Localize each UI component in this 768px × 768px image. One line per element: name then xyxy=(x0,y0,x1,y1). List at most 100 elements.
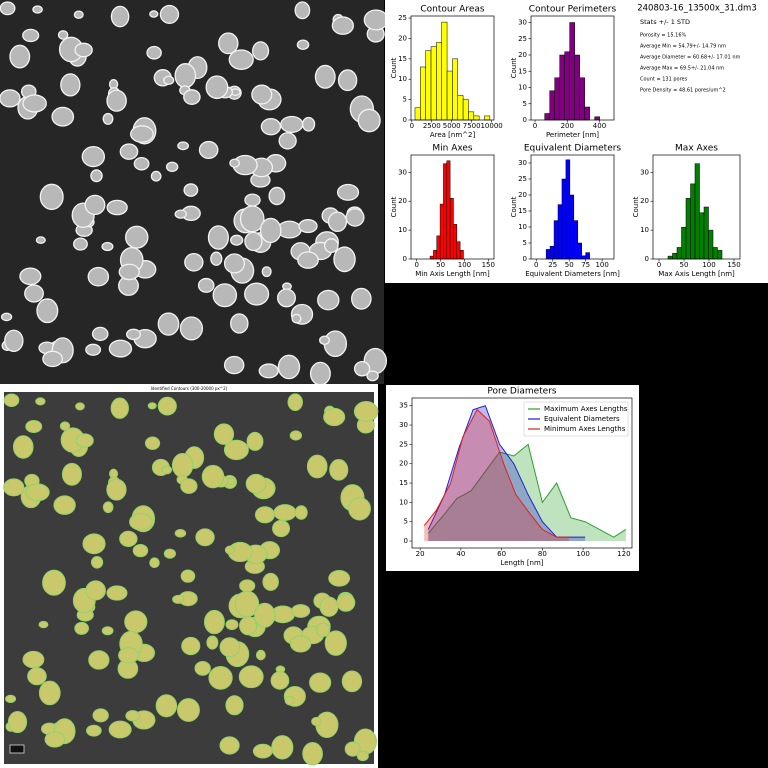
x-tick-label: 150 xyxy=(727,261,740,269)
pore xyxy=(306,454,328,479)
pore xyxy=(314,64,336,89)
x-tick-label: 80 xyxy=(538,550,547,558)
bar xyxy=(425,50,432,121)
pore xyxy=(239,616,258,636)
pore xyxy=(118,647,140,664)
pore xyxy=(223,253,245,274)
y-tick-label: 15 xyxy=(518,67,527,75)
y-tick-label: 0 xyxy=(523,116,527,124)
pore xyxy=(261,266,272,278)
y-tick-label: 10 xyxy=(398,75,407,83)
x-tick-label: 150 xyxy=(482,261,495,269)
pore xyxy=(324,630,347,656)
pore xyxy=(36,298,59,324)
stats-line: Count = 131 pores xyxy=(640,77,688,83)
micrograph xyxy=(0,0,389,386)
pore xyxy=(244,282,270,306)
pore xyxy=(345,208,365,227)
annotated-micrograph xyxy=(3,392,379,766)
pore xyxy=(82,533,106,555)
pore xyxy=(101,626,114,636)
pore xyxy=(119,143,139,160)
pore xyxy=(336,183,360,201)
bar xyxy=(459,250,464,260)
pore xyxy=(61,462,82,486)
pore xyxy=(208,666,233,690)
pore xyxy=(276,288,296,308)
pore xyxy=(22,650,45,669)
bar xyxy=(681,226,687,260)
pore xyxy=(284,695,295,706)
pore xyxy=(213,423,235,445)
area-fill xyxy=(428,405,586,542)
pore xyxy=(74,621,89,635)
pore xyxy=(42,350,63,368)
pore xyxy=(106,199,128,216)
bar xyxy=(456,241,461,260)
bar xyxy=(561,178,567,260)
bar xyxy=(685,198,691,260)
pore xyxy=(210,251,223,266)
x-axis-label: Perimeter [nm] xyxy=(546,131,599,139)
pore xyxy=(251,84,273,105)
pore xyxy=(161,465,173,475)
bar xyxy=(430,46,437,121)
y-tick-label: 0 xyxy=(404,537,408,545)
pore xyxy=(309,672,332,693)
bar xyxy=(544,113,550,121)
x-tick-label: 20 xyxy=(416,550,425,558)
y-tick-label: 25 xyxy=(518,175,527,183)
pore xyxy=(39,183,64,211)
legend-box xyxy=(523,401,629,437)
pore xyxy=(323,407,346,427)
pore xyxy=(85,343,102,356)
pore xyxy=(12,435,34,459)
pore xyxy=(119,530,138,548)
pore xyxy=(195,528,215,547)
pore xyxy=(85,580,106,601)
pore xyxy=(230,313,249,334)
pore xyxy=(357,108,381,133)
pore xyxy=(150,170,162,182)
x-tick-label: 60 xyxy=(497,550,506,558)
chart: Pore Diameters Length [nm] 20 40 60 80 100 120 0… xyxy=(399,387,633,567)
pore xyxy=(72,237,88,251)
pore xyxy=(81,146,106,168)
pore xyxy=(75,402,85,411)
pore xyxy=(252,743,273,759)
pore xyxy=(32,5,43,14)
pore xyxy=(225,619,239,630)
chart-title: Min Axes xyxy=(432,144,473,154)
pore xyxy=(180,478,198,494)
bar xyxy=(420,66,426,121)
x-tick-label: 40 xyxy=(456,550,465,558)
y-tick-label: 10 xyxy=(518,223,527,231)
bar xyxy=(667,255,673,260)
x-axis-label: Area [nm^2] xyxy=(430,131,476,139)
pore xyxy=(287,393,303,412)
pore xyxy=(171,452,194,478)
pore xyxy=(223,439,249,461)
plot-frame xyxy=(530,15,615,121)
bar xyxy=(577,242,582,260)
y-tick-label: 10 xyxy=(399,498,408,506)
y-tick-label: 20 xyxy=(398,34,407,42)
pore xyxy=(348,497,371,521)
pore xyxy=(203,609,225,635)
pore xyxy=(106,478,127,501)
pore xyxy=(246,431,264,451)
pore xyxy=(180,569,196,583)
y-tick-label: 0 xyxy=(403,116,407,124)
stats-heading: Stats +/- 1 STD xyxy=(640,18,690,26)
pore xyxy=(108,339,133,358)
chart-title: Pore Diameters xyxy=(487,387,557,397)
bar xyxy=(694,163,700,260)
pore xyxy=(86,724,102,737)
pore xyxy=(225,695,244,716)
y-tick-label: 0 xyxy=(523,255,527,263)
pore xyxy=(108,720,132,739)
bar xyxy=(436,235,441,260)
pore xyxy=(259,217,282,244)
pore xyxy=(324,238,339,254)
